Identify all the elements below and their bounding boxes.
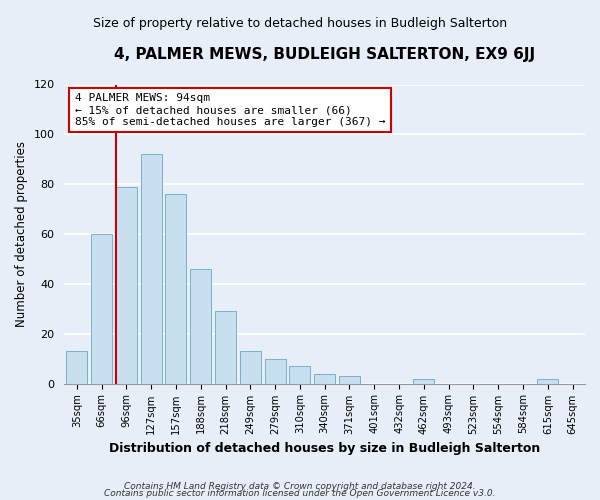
Text: 4 PALMER MEWS: 94sqm
← 15% of detached houses are smaller (66)
85% of semi-detac: 4 PALMER MEWS: 94sqm ← 15% of detached h…: [75, 94, 385, 126]
Text: Size of property relative to detached houses in Budleigh Salterton: Size of property relative to detached ho…: [93, 18, 507, 30]
X-axis label: Distribution of detached houses by size in Budleigh Salterton: Distribution of detached houses by size …: [109, 442, 541, 455]
Bar: [190, 269, 211, 384]
Bar: [215, 312, 236, 384]
Bar: [265, 358, 286, 384]
Text: Contains public sector information licensed under the Open Government Licence v3: Contains public sector information licen…: [104, 489, 496, 498]
Title: 4, PALMER MEWS, BUDLEIGH SALTERTON, EX9 6JJ: 4, PALMER MEWS, BUDLEIGH SALTERTON, EX9 …: [114, 48, 535, 62]
Text: Contains HM Land Registry data © Crown copyright and database right 2024.: Contains HM Land Registry data © Crown c…: [124, 482, 476, 491]
Bar: [289, 366, 310, 384]
Bar: [140, 154, 162, 384]
Bar: [240, 351, 261, 384]
Bar: [166, 194, 187, 384]
Bar: [91, 234, 112, 384]
Bar: [413, 378, 434, 384]
Bar: [116, 186, 137, 384]
Bar: [66, 351, 88, 384]
Bar: [339, 376, 360, 384]
Bar: [537, 378, 559, 384]
Y-axis label: Number of detached properties: Number of detached properties: [15, 141, 28, 327]
Bar: [314, 374, 335, 384]
